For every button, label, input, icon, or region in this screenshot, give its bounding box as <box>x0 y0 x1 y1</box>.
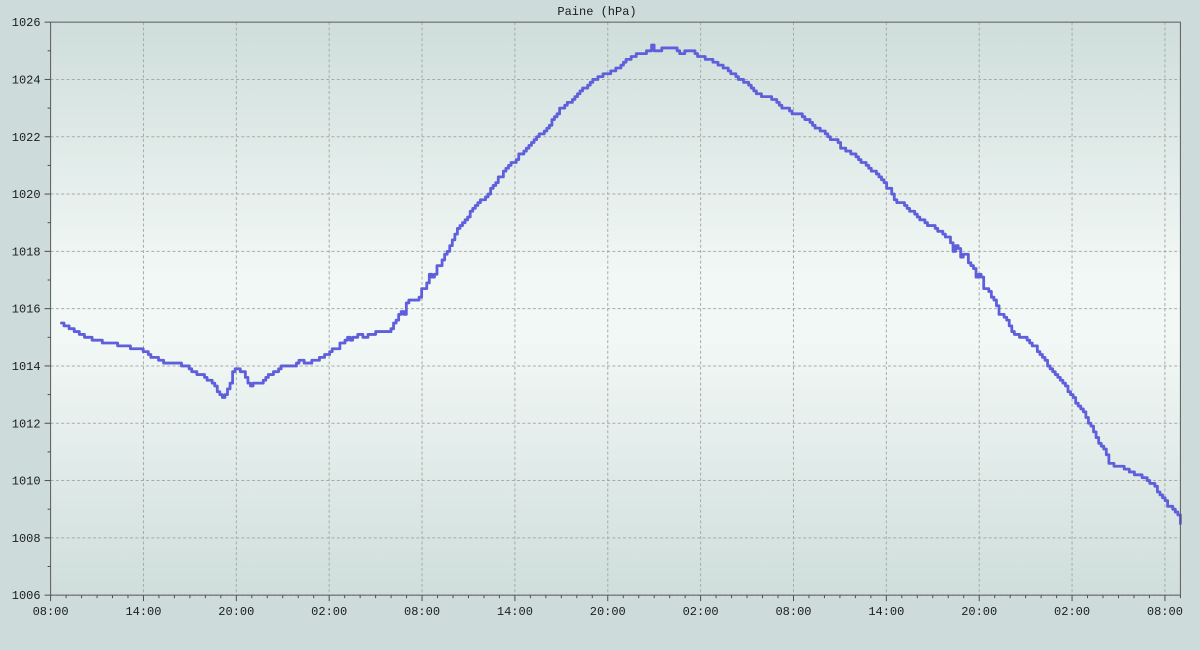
svg-text:08:00: 08:00 <box>404 605 440 619</box>
svg-text:1022: 1022 <box>12 131 41 145</box>
svg-text:20:00: 20:00 <box>218 605 254 619</box>
svg-text:1014: 1014 <box>12 360 41 374</box>
svg-text:08:00: 08:00 <box>33 605 69 619</box>
svg-text:1006: 1006 <box>12 589 41 603</box>
svg-text:02:00: 02:00 <box>311 605 347 619</box>
svg-text:1018: 1018 <box>12 245 41 259</box>
svg-text:1026: 1026 <box>12 16 41 30</box>
svg-text:1012: 1012 <box>12 417 41 431</box>
svg-text:1024: 1024 <box>12 73 41 87</box>
svg-text:08:00: 08:00 <box>775 605 811 619</box>
svg-text:14:00: 14:00 <box>125 605 161 619</box>
svg-text:02:00: 02:00 <box>1054 605 1090 619</box>
svg-text:20:00: 20:00 <box>961 605 997 619</box>
svg-text:1016: 1016 <box>12 303 41 317</box>
svg-text:08:00: 08:00 <box>1147 605 1183 619</box>
svg-text:1010: 1010 <box>12 475 41 489</box>
svg-text:20:00: 20:00 <box>590 605 626 619</box>
svg-text:14:00: 14:00 <box>497 605 533 619</box>
svg-text:02:00: 02:00 <box>683 605 719 619</box>
svg-text:1020: 1020 <box>12 188 41 202</box>
svg-text:Paine (hPa): Paine (hPa) <box>557 5 636 19</box>
svg-text:1008: 1008 <box>12 532 41 546</box>
svg-text:14:00: 14:00 <box>868 605 904 619</box>
